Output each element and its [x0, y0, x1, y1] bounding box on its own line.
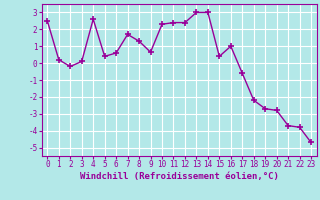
X-axis label: Windchill (Refroidissement éolien,°C): Windchill (Refroidissement éolien,°C) [80, 172, 279, 181]
